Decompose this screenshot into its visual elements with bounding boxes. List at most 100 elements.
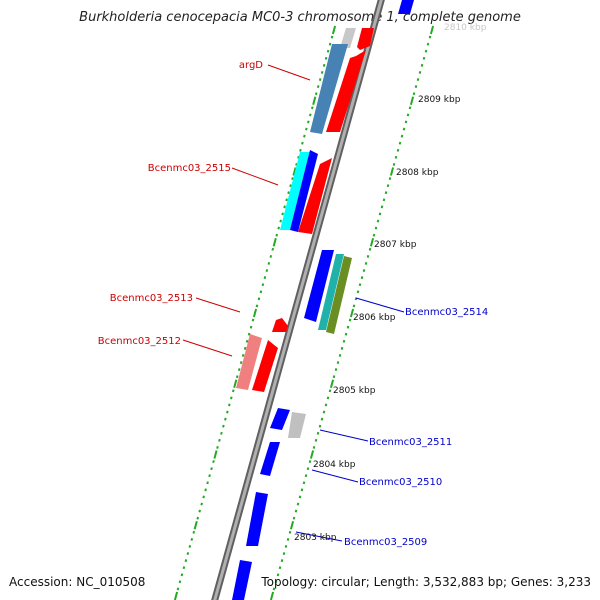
- ruler-label-2810: 2810 kbp: [444, 23, 487, 33]
- minor-tick: [261, 283, 265, 287]
- minor-tick: [404, 120, 408, 124]
- ruler-label-2809: 2809 kbp: [418, 95, 461, 105]
- label-Bcenmc03_2511: Bcenmc03_2511: [369, 437, 452, 448]
- leader-lines: [182, 64, 405, 542]
- ruler-label-2806: 2806 kbp: [353, 313, 396, 323]
- label-argD: argD: [239, 60, 263, 71]
- minor-tick: [278, 566, 282, 570]
- major-tick: [269, 591, 275, 600]
- minor-tick: [239, 361, 243, 364]
- gene-blue-2515: [290, 150, 318, 232]
- minor-tick: [340, 346, 344, 350]
- minor-tick: [336, 361, 340, 364]
- minor-tick: [328, 42, 332, 46]
- minor-tick: [364, 262, 368, 265]
- minor-tick: [287, 191, 290, 195]
- backbone-highlight: [213, 0, 383, 600]
- minor-tick: [356, 290, 360, 294]
- minor-tick: [292, 516, 296, 520]
- major-tick: [329, 379, 335, 389]
- minor-tick: [360, 276, 364, 280]
- minor-tick: [318, 78, 322, 81]
- gene-Bcenmc03_2511: [288, 412, 306, 438]
- minor-tick: [314, 92, 318, 96]
- ruler-label-2804: 2804 kbp: [313, 460, 356, 470]
- minor-tick: [272, 587, 276, 591]
- topology-summary: Topology: circular; Length: 3,532,883 bp…: [261, 575, 591, 589]
- minor-tick: [208, 474, 211, 478]
- accession-text: Accession: NC_010508: [9, 575, 146, 589]
- minor-tick: [348, 318, 352, 322]
- minor-tick: [326, 49, 330, 53]
- gene-red-1: [326, 50, 366, 132]
- minor-tick: [418, 70, 422, 74]
- minor-tick: [257, 297, 261, 301]
- leader-Bcenmc03_2515: [231, 167, 279, 186]
- gene-Bcenmc03_2514-olive: [326, 256, 352, 334]
- gene-Bcenmc03_2510: [260, 442, 280, 476]
- minor-tick: [220, 431, 223, 435]
- minor-tick: [420, 63, 424, 67]
- minor-tick: [296, 502, 300, 506]
- leader-Bcenmc03_2511: [319, 429, 369, 442]
- reverse-genes: [232, 0, 414, 600]
- minor-tick: [289, 184, 292, 188]
- minor-tick: [318, 424, 322, 428]
- minor-tick: [394, 155, 398, 159]
- minor-tick: [283, 205, 286, 209]
- gene-red-2: [298, 158, 332, 234]
- major-tick: [289, 520, 295, 530]
- minor-tick: [376, 219, 380, 223]
- label-Bcenmc03_2513: Bcenmc03_2513: [110, 293, 193, 304]
- major-tick: [233, 379, 238, 389]
- gene-blue-2514a: [304, 250, 334, 322]
- minor-tick: [237, 368, 241, 372]
- minor-tick: [344, 332, 348, 336]
- minor-tick: [400, 134, 404, 138]
- minor-tick: [230, 396, 233, 400]
- map-title: Burkholderia cenocepacia MC0-3 chromosom…: [79, 10, 521, 25]
- minor-tick: [422, 56, 426, 60]
- minor-tick: [388, 177, 392, 181]
- minor-tick: [279, 219, 282, 223]
- major-tick: [429, 25, 435, 35]
- leader-Bcenmc03_2510: [311, 469, 359, 483]
- gene-blue-top: [398, 0, 414, 14]
- gene-labels: argD Bcenmc03_2515 Bcenmc03_2513 Bcenmc0…: [98, 60, 489, 548]
- minor-tick: [231, 389, 235, 393]
- label-Bcenmc03_2512: Bcenmc03_2512: [98, 336, 181, 347]
- minor-tick: [192, 530, 196, 534]
- minor-tick: [305, 127, 308, 131]
- minor-tick: [374, 226, 378, 230]
- label-Bcenmc03_2514: Bcenmc03_2514: [405, 307, 488, 318]
- minor-tick: [295, 162, 298, 166]
- minor-tick: [241, 353, 245, 357]
- gene-Bcenmc03_2512: [236, 334, 262, 390]
- minor-tick: [204, 488, 207, 492]
- ruler-ticks: [173, 25, 435, 600]
- minor-tick: [326, 396, 330, 400]
- minor-tick: [288, 530, 292, 534]
- label-Bcenmc03_2515: Bcenmc03_2515: [148, 163, 231, 174]
- minor-tick: [299, 148, 302, 152]
- minor-tick: [228, 403, 231, 407]
- minor-tick: [282, 552, 286, 556]
- minor-tick: [406, 113, 410, 117]
- minor-tick: [330, 35, 334, 39]
- gene-red-3: [252, 340, 278, 392]
- leader-Bcenmc03_2513: [195, 297, 241, 313]
- major-tick: [272, 237, 277, 247]
- minor-tick: [263, 276, 267, 280]
- minor-tick: [206, 481, 209, 485]
- label-Bcenmc03_2509: Bcenmc03_2509: [344, 537, 427, 548]
- minor-tick: [235, 375, 239, 379]
- minor-tick: [314, 438, 318, 442]
- minor-tick: [301, 141, 304, 145]
- minor-tick: [184, 559, 188, 563]
- minor-tick: [428, 35, 432, 39]
- minor-tick: [328, 389, 332, 393]
- minor-tick: [320, 70, 324, 74]
- minor-tick: [352, 304, 356, 308]
- minor-tick: [306, 467, 310, 471]
